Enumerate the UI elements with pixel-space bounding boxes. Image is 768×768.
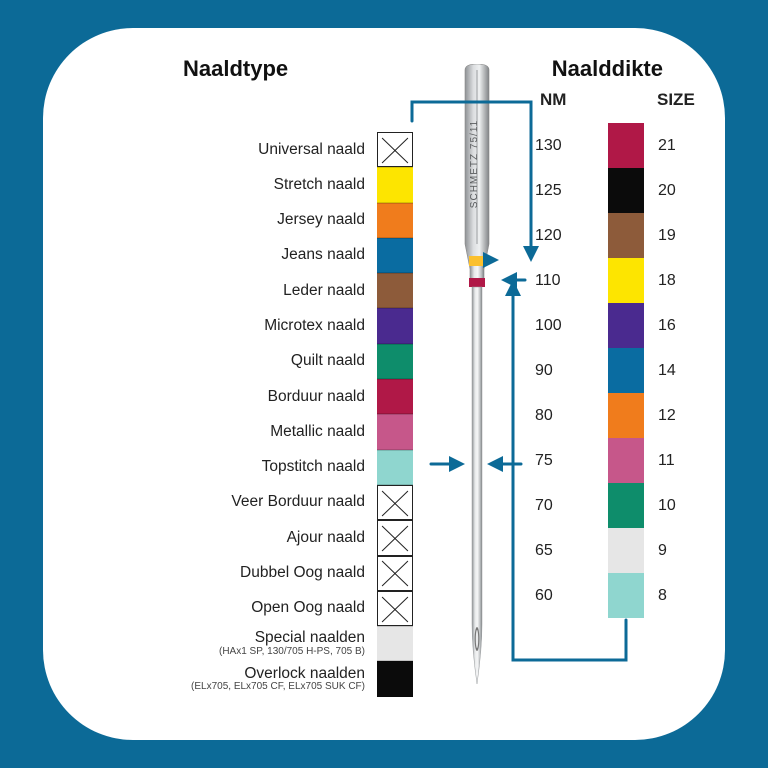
heading-needle-size: Naalddikte: [552, 56, 663, 82]
needle-type-swatch: [377, 556, 413, 591]
needle-type-row: Dubbel Oog naald: [73, 556, 413, 591]
needle-graphic: SCHMETZ 75/11: [447, 64, 507, 714]
needle-type-label: Jeans naald: [281, 247, 377, 263]
size-column: 21201918161412111098: [658, 123, 698, 618]
size-value: 18: [658, 258, 698, 303]
needle-type-swatch: [377, 132, 413, 167]
needle-type-label: Quilt naald: [291, 353, 377, 369]
needle-type-swatch: [377, 238, 413, 273]
needle-type-label: Dubbel Oog naald: [240, 565, 377, 581]
subheading-nm: NM: [540, 90, 566, 110]
needle-type-row: Topstitch naald: [73, 450, 413, 485]
needle-type-swatch: [377, 485, 413, 520]
nm-value: 75: [535, 438, 585, 483]
needle-type-list: Universal naald Stretch naald Jersey naald…: [73, 132, 413, 697]
needle-type-label: Ajour naald: [287, 530, 377, 546]
info-card: Naaldtype Naalddikte NM SIZE Universal n…: [43, 28, 725, 740]
needle-type-swatch: [377, 450, 413, 485]
needle-type-label: Stretch naald: [274, 177, 377, 193]
needle-type-label: Microtex naald: [264, 318, 377, 334]
size-swatch: [608, 258, 644, 303]
needle-type-swatch: [377, 308, 413, 343]
needle-type-row: Stretch naald: [73, 167, 413, 202]
needle-type-swatch: [377, 414, 413, 449]
subheading-size: SIZE: [657, 90, 695, 110]
page-background: Naaldtype Naalddikte NM SIZE Universal n…: [0, 0, 768, 768]
size-swatch: [608, 393, 644, 438]
needle-type-row: Metallic naald: [73, 414, 413, 449]
needle-svg: SCHMETZ 75/11: [447, 64, 507, 714]
needle-type-sublabel: (HAx1 SP, 130/705 H-PS, 705 B): [219, 647, 365, 658]
nm-value: 80: [535, 393, 585, 438]
needle-type-row: Leder naald: [73, 273, 413, 308]
size-value: 21: [658, 123, 698, 168]
nm-value: 90: [535, 348, 585, 393]
needle-type-row: Jeans naald: [73, 238, 413, 273]
nm-value: 110: [535, 258, 585, 303]
size-swatch: [608, 123, 644, 168]
heading-needle-type: Naaldtype: [183, 56, 288, 82]
needle-type-label: Veer Borduur naald: [231, 494, 377, 510]
needle-type-row: Ajour naald: [73, 520, 413, 555]
needle-type-row: Borduur naald: [73, 379, 413, 414]
needle-type-row: Veer Borduur naald: [73, 485, 413, 520]
size-value: 11: [658, 438, 698, 483]
needle-type-row: Universal naald: [73, 132, 413, 167]
needle-type-row: Open Oog naald: [73, 591, 413, 626]
nm-value: 100: [535, 303, 585, 348]
size-value: 12: [658, 393, 698, 438]
needle-type-label: Metallic naald: [270, 424, 377, 440]
needle-type-swatch: [377, 203, 413, 238]
needle-type-row: Special naalden(HAx1 SP, 130/705 H-PS, 7…: [73, 626, 413, 661]
nm-value: 60: [535, 573, 585, 618]
needle-type-swatch: [377, 273, 413, 308]
needle-type-label: Open Oog naald: [251, 600, 377, 616]
needle-type-row: Quilt naald: [73, 344, 413, 379]
size-swatch: [608, 483, 644, 528]
needle-type-label: Special naalden(HAx1 SP, 130/705 H-PS, 7…: [219, 630, 377, 657]
nm-value: 125: [535, 168, 585, 213]
needle-type-swatch: [377, 626, 413, 661]
needle-type-swatch: [377, 379, 413, 414]
needle-type-row: Jersey naald: [73, 203, 413, 238]
nm-value: 120: [535, 213, 585, 258]
size-value: 8: [658, 573, 698, 618]
needle-type-sublabel: (ELx705, ELx705 CF, ELx705 SUK CF): [191, 682, 365, 693]
size-value: 16: [658, 303, 698, 348]
size-swatch: [608, 348, 644, 393]
needle-type-swatch: [377, 344, 413, 379]
needle-type-swatch: [377, 520, 413, 555]
size-value: 10: [658, 483, 698, 528]
size-value: 14: [658, 348, 698, 393]
size-swatch: [608, 213, 644, 258]
nm-value: 70: [535, 483, 585, 528]
needle-type-swatch: [377, 167, 413, 202]
needle-type-label: Topstitch naald: [262, 459, 377, 475]
needle-type-row: Microtex naald: [73, 308, 413, 343]
size-swatch: [608, 528, 644, 573]
needle-type-row: Overlock naalden(ELx705, ELx705 CF, ELx7…: [73, 661, 413, 696]
nm-column: 130125120110100908075706560: [535, 123, 585, 618]
needle-type-swatch: [377, 661, 413, 696]
size-value: 19: [658, 213, 698, 258]
size-swatch: [608, 303, 644, 348]
nm-value: 65: [535, 528, 585, 573]
size-swatch: [608, 573, 644, 618]
size-value: 9: [658, 528, 698, 573]
needle-type-label: Borduur naald: [268, 389, 377, 405]
size-swatch: [608, 168, 644, 213]
needle-type-label: Jersey naald: [277, 212, 377, 228]
needle-branding: SCHMETZ 75/11: [469, 120, 480, 208]
needle-type-label: Overlock naalden(ELx705, ELx705 CF, ELx7…: [191, 666, 377, 693]
size-color-strip: [608, 123, 644, 618]
needle-type-label: Leder naald: [283, 283, 377, 299]
needle-type-swatch: [377, 591, 413, 626]
nm-value: 130: [535, 123, 585, 168]
needle-type-label: Universal naald: [258, 142, 377, 158]
size-swatch: [608, 438, 644, 483]
size-value: 20: [658, 168, 698, 213]
